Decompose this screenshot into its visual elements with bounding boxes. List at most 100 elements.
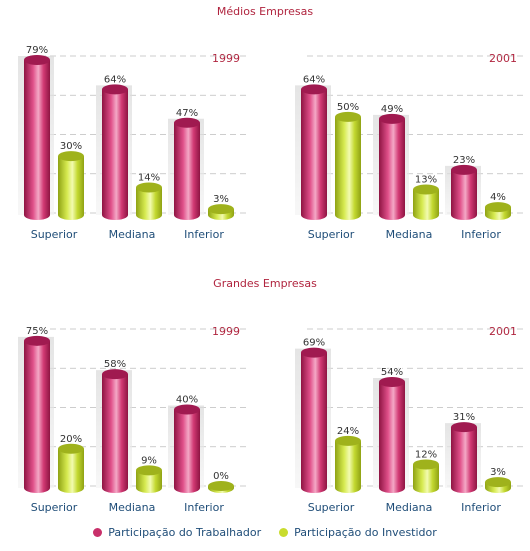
title-medias: Médios Empresas	[216, 5, 314, 18]
bar-investidor-cap	[58, 443, 84, 454]
bar-investidor-cap	[413, 184, 439, 195]
bar-trabalhador-cap	[24, 335, 50, 346]
data-label: 24%	[337, 426, 359, 437]
bar-investidor-base	[136, 483, 162, 493]
bar-investidor	[413, 464, 439, 488]
data-label: 54%	[381, 367, 403, 378]
bar-investidor-cap	[485, 477, 511, 488]
bar-investidor-cap	[136, 465, 162, 476]
bar-trabalhador	[379, 382, 405, 488]
bar-investidor	[136, 470, 162, 488]
bar-trabalhador-cap	[24, 54, 50, 65]
bar-charts: 79% 30% Superior 64% 14% Mediana 47% 3% Inferior…	[18, 44, 525, 514]
bar-investidor-base	[485, 210, 511, 220]
bar-investidor-cap	[136, 182, 162, 193]
bar-trabalhador	[102, 374, 128, 488]
bar-trabalhador-base	[102, 483, 128, 493]
data-label: 14%	[138, 173, 160, 184]
bar-investidor-cap	[413, 459, 439, 470]
bar-investidor-base	[413, 483, 439, 493]
category-label: Inferior	[184, 501, 224, 514]
bar-trabalhador-cap	[379, 377, 405, 388]
bar-trabalhador-cap	[301, 347, 327, 358]
bar-trabalhador	[451, 169, 477, 215]
bar-trabalhador-base	[174, 210, 200, 220]
panel-year: 1999	[212, 325, 240, 338]
data-label: 12%	[415, 449, 437, 460]
bar-trabalhador-base	[174, 483, 200, 493]
bar-investidor-cap	[208, 204, 234, 215]
bar-investidor-base	[58, 210, 84, 220]
bar-trabalhador-cap	[102, 84, 128, 95]
legend-label-trabalhador: Participação do Trabalhador	[108, 525, 262, 539]
bar-trabalhador-cap	[102, 369, 128, 380]
panel-year: 2001	[489, 325, 517, 338]
bar-trabalhador-cap	[174, 404, 200, 415]
data-label: 3%	[490, 467, 506, 478]
bar-trabalhador-base	[301, 483, 327, 493]
legend-swatch-trabalhador	[93, 527, 103, 537]
data-label: 31%	[453, 412, 475, 423]
data-label: 69%	[303, 338, 325, 349]
data-label: 64%	[104, 74, 126, 85]
title-grandes: Grandes Empresas	[213, 277, 317, 290]
legend-item-investidor: Participação do Investidor	[279, 526, 437, 539]
bar-investidor-base	[335, 210, 361, 220]
data-label: 49%	[381, 104, 403, 115]
bar-trabalhador-base	[24, 483, 50, 493]
bar-trabalhador-base	[301, 210, 327, 220]
bar-investidor	[335, 116, 361, 215]
bar-investidor-base	[136, 210, 162, 220]
data-label: 0%	[213, 471, 229, 482]
bar-investidor-base	[335, 483, 361, 493]
category-label: Mediana	[386, 228, 433, 241]
bar-trabalhador-cap	[301, 84, 327, 95]
category-label: Superior	[31, 501, 78, 514]
data-label: 75%	[26, 326, 48, 337]
bar-trabalhador	[24, 59, 50, 216]
bar-trabalhador-cap	[379, 113, 405, 124]
bar-investidor	[335, 440, 361, 488]
data-label: 47%	[176, 108, 198, 119]
data-label: 23%	[453, 155, 475, 166]
legend: Participação do Trabalhador Participação…	[0, 523, 530, 541]
bar-trabalhador-cap	[174, 117, 200, 128]
legend-swatch-investidor	[279, 527, 289, 537]
bar-investidor-cap	[335, 111, 361, 122]
data-label: 20%	[60, 434, 82, 445]
bar-investidor-base	[58, 483, 84, 493]
bar-investidor	[58, 448, 84, 488]
data-label: 3%	[213, 194, 229, 205]
data-label: 64%	[303, 74, 325, 85]
bar-trabalhador	[301, 89, 327, 215]
bar-trabalhador	[174, 409, 200, 488]
data-label: 13%	[415, 174, 437, 185]
category-label: Mediana	[109, 228, 156, 241]
bar-trabalhador-base	[451, 210, 477, 220]
bar-trabalhador	[451, 427, 477, 488]
category-label: Inferior	[461, 228, 501, 241]
bar-investidor-base	[413, 210, 439, 220]
legend-label-investidor: Participação do Investidor	[294, 525, 437, 539]
data-label: 79%	[26, 45, 48, 56]
bar-investidor-cap	[485, 202, 511, 213]
panel-year: 1999	[212, 52, 240, 65]
bar-investidor-cap	[58, 151, 84, 162]
bar-trabalhador	[379, 118, 405, 215]
category-label: Superior	[308, 501, 355, 514]
panel-year: 2001	[489, 52, 517, 65]
bar-trabalhador-cap	[451, 422, 477, 433]
data-label: 50%	[337, 102, 359, 113]
bar-trabalhador-base	[24, 210, 50, 220]
bar-trabalhador-base	[379, 210, 405, 220]
bar-trabalhador	[102, 89, 128, 215]
category-label: Mediana	[109, 501, 156, 514]
data-label: 40%	[176, 395, 198, 406]
bar-investidor-cap	[208, 481, 234, 491]
data-label: 4%	[490, 192, 506, 203]
legend-item-trabalhador: Participação do Trabalhador	[93, 526, 261, 539]
bar-trabalhador	[24, 340, 50, 488]
bar-trabalhador	[301, 352, 327, 488]
category-label: Superior	[308, 228, 355, 241]
category-label: Superior	[31, 228, 78, 241]
